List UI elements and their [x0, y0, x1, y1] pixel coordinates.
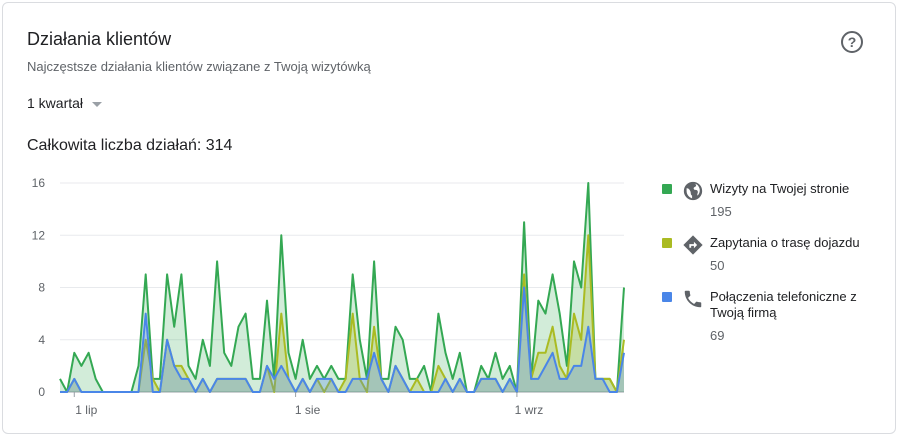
legend-item-calls: Połączenia telefoniczne z Twoją firmą 69	[662, 288, 882, 358]
legend-swatch	[662, 292, 672, 302]
legend-value: 69	[710, 328, 725, 343]
chart-x-axis: 1 lip 1 sie 1 wrz	[73, 392, 544, 417]
legend-label: Połączenia telefoniczne z Twoją firmą	[710, 289, 857, 320]
chart-areas	[59, 182, 625, 393]
chevron-down-icon	[92, 101, 103, 107]
legend-label: Wizyty na Twojej stronie	[710, 181, 850, 196]
legend-item-directions: Zapytania o trasę dojazdu 50	[662, 234, 882, 288]
period-dropdown[interactable]: 1 kwartał	[27, 95, 103, 111]
legend-swatch	[662, 184, 672, 194]
x-tick-label: 1 lip	[75, 403, 97, 417]
legend-swatch	[662, 238, 672, 248]
y-tick-label: 12	[32, 228, 46, 242]
legend-value: 50	[710, 258, 725, 273]
series-line-3	[60, 286, 625, 393]
directions-icon	[683, 235, 703, 255]
x-tick-label: 1 wrz	[515, 403, 544, 417]
period-dropdown-label: 1 kwartał	[27, 95, 84, 111]
y-tick-label: 4	[38, 333, 45, 347]
y-tick-label: 16	[32, 176, 46, 190]
legend-item-website: Wizyty na Twojej stronie 195	[662, 180, 882, 234]
y-tick-label: 0	[38, 385, 45, 399]
x-tick-label: 1 sie	[295, 403, 321, 417]
chart-legend: Wizyty na Twojej stronie 195 Zapytania o…	[662, 180, 882, 358]
phone-icon	[684, 290, 702, 308]
series-area-3	[60, 287, 624, 392]
total-actions: Całkowita liczba działań: 314	[27, 137, 233, 154]
card-title: Działania klientów	[27, 29, 172, 49]
globe-icon	[683, 181, 703, 201]
card-subtitle: Najczęstsze działania klientów związane …	[27, 59, 371, 74]
legend-label: Zapytania o trasę dojazdu	[710, 235, 860, 250]
y-tick-label: 8	[38, 281, 45, 295]
help-icon[interactable]: ?	[841, 31, 863, 53]
legend-value: 195	[710, 204, 732, 219]
